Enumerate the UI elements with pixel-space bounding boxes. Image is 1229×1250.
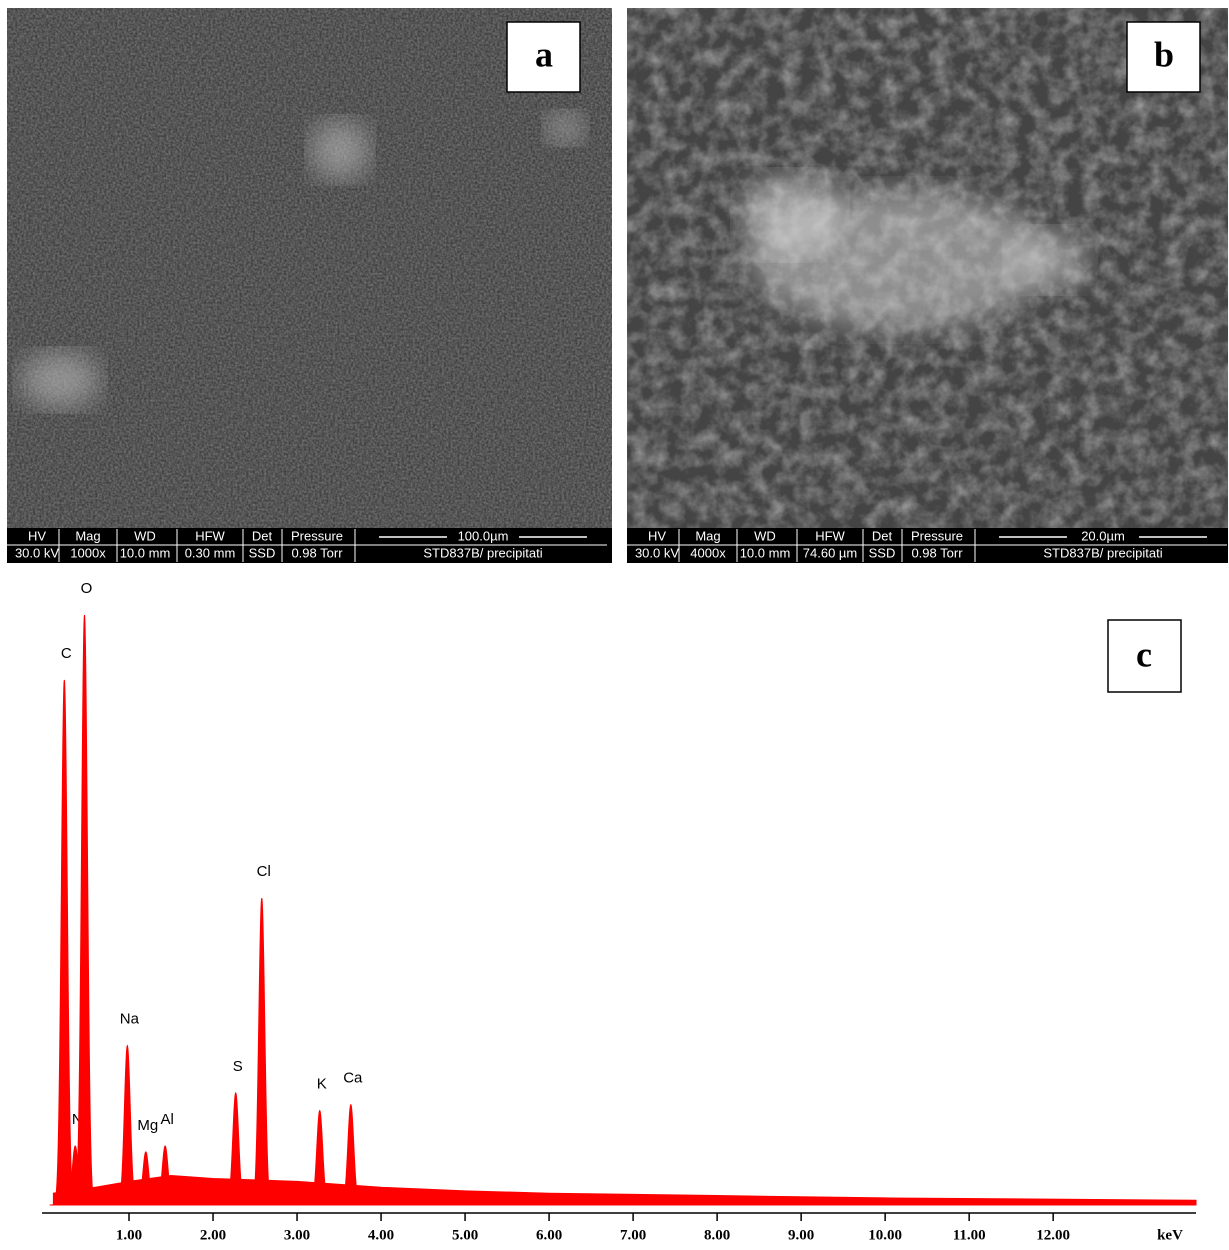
info-value: 0.30 mm bbox=[185, 545, 236, 560]
info-value: 74.60 µm bbox=[803, 545, 857, 560]
info-header: Det bbox=[872, 528, 893, 543]
peak-label: Mg bbox=[137, 1117, 158, 1134]
x-tick-label: 8.00 bbox=[704, 1227, 730, 1243]
info-header: WD bbox=[754, 528, 776, 543]
peak bbox=[221, 1091, 251, 1206]
info-header: Pressure bbox=[291, 528, 343, 543]
peak bbox=[336, 1103, 366, 1206]
peak-label: O bbox=[81, 580, 93, 597]
peak-label: Ca bbox=[343, 1070, 363, 1087]
peak bbox=[305, 1109, 335, 1206]
peak-label: N bbox=[72, 1111, 83, 1128]
x-tick-label: 1.00 bbox=[116, 1227, 142, 1243]
info-header: Mag bbox=[695, 528, 720, 543]
peak-label: S bbox=[233, 1058, 243, 1075]
peak bbox=[150, 1145, 180, 1206]
info-value: 10.0 mm bbox=[740, 545, 791, 560]
panels: a HV Mag WD HFW Det Pressure 30.0 kV 1000x 10.0 m… bbox=[7, 21, 1227, 562]
info-value: SSD bbox=[869, 545, 896, 560]
info-header: HFW bbox=[815, 528, 845, 543]
x-tick-label: 9.00 bbox=[788, 1227, 814, 1243]
info-value: 30.0 kV bbox=[635, 545, 679, 560]
x-tick-label: 10.00 bbox=[868, 1227, 902, 1243]
peak-label: C bbox=[61, 645, 72, 662]
peak bbox=[69, 614, 100, 1206]
x-tick-label: 5.00 bbox=[452, 1227, 478, 1243]
panel-label-box bbox=[506, 21, 581, 93]
panel-label-box bbox=[1107, 619, 1182, 693]
info-value: 30.0 kV bbox=[15, 545, 59, 560]
info-value: SSD bbox=[249, 545, 276, 560]
panel-label: c bbox=[1136, 634, 1152, 674]
x-axis-label: keV bbox=[1157, 1227, 1183, 1243]
sample-name: STD837B/ precipitati bbox=[423, 545, 542, 560]
sem-image-b bbox=[627, 8, 1228, 563]
scale-label-bg bbox=[447, 530, 519, 544]
x-tick-label: 11.00 bbox=[953, 1227, 986, 1243]
info-value: 1000x bbox=[70, 545, 106, 560]
continuum bbox=[52, 1174, 1197, 1206]
info-header: HV bbox=[28, 528, 46, 543]
info-value: 0.98 Torr bbox=[911, 545, 963, 560]
info-header: HV bbox=[648, 528, 666, 543]
x-tick-label: 4.00 bbox=[368, 1227, 394, 1243]
scale-label: 100.0µm bbox=[458, 528, 509, 543]
panel-label: a bbox=[535, 34, 553, 74]
x-tick-label: 12.00 bbox=[1036, 1227, 1070, 1243]
peak-label: Na bbox=[120, 1011, 140, 1028]
panel-label: b bbox=[1154, 34, 1174, 74]
panel-label-box bbox=[1126, 21, 1201, 93]
x-tick-label: 6.00 bbox=[536, 1227, 562, 1243]
info-value: 10.0 mm bbox=[120, 545, 171, 560]
peak-label: Al bbox=[160, 1111, 173, 1128]
info-value: 0.98 Torr bbox=[291, 545, 343, 560]
info-value: 4000x bbox=[690, 545, 726, 560]
info-header: Pressure bbox=[911, 528, 963, 543]
spectrum-chart: c keV 1.00 2.00 3.00 4.00 5.00 6.00 7.00 8.00 9.… bbox=[42, 580, 1197, 1243]
info-header: Mag bbox=[75, 528, 100, 543]
info-header: WD bbox=[134, 528, 156, 543]
peak-label: Cl bbox=[257, 863, 271, 880]
x-tick-label: 3.00 bbox=[284, 1227, 310, 1243]
scale-label-bg bbox=[1067, 530, 1139, 544]
sample-name: STD837B/ precipitati bbox=[1043, 545, 1162, 560]
x-tick-label: 7.00 bbox=[620, 1227, 646, 1243]
x-tick-label: 2.00 bbox=[200, 1227, 226, 1243]
scale-label: 20.0µm bbox=[1081, 528, 1125, 543]
info-header: HFW bbox=[195, 528, 225, 543]
peak bbox=[247, 898, 277, 1206]
peak-label: K bbox=[317, 1076, 327, 1093]
info-header: Det bbox=[252, 528, 273, 543]
